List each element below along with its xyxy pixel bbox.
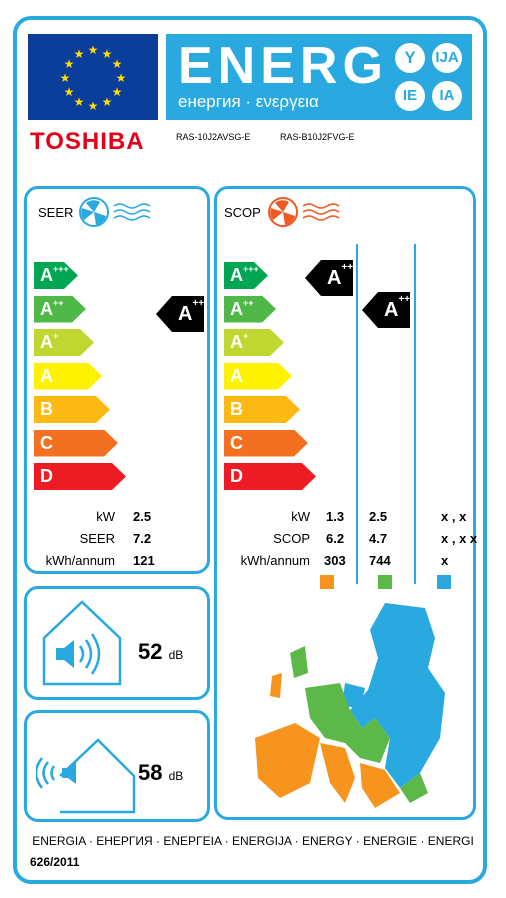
scop-kw-average: 2.5 — [369, 509, 388, 524]
seer-annual-label: kWh/annum — [45, 553, 115, 568]
scop-scop-warm: 6.2 — [326, 531, 345, 546]
svg-text:★: ★ — [64, 57, 75, 71]
scop-scop-average: 4.7 — [369, 531, 388, 546]
seer-class-bar: D — [34, 463, 126, 490]
scop-annual-label: kWh/annum — [240, 553, 310, 568]
energy-languages: енергия · ενεργεια — [178, 92, 319, 111]
scop-class-bar: B — [224, 396, 300, 423]
svg-text:★: ★ — [112, 85, 123, 99]
scop-title: SCOP — [224, 205, 261, 220]
zone-warm-square — [320, 575, 334, 589]
svg-text:★: ★ — [64, 85, 75, 99]
scop-kw-cold: x , x — [441, 509, 467, 524]
model-outdoor: RAS-B10J2FVG-E — [280, 132, 355, 142]
svg-text:★: ★ — [74, 47, 85, 61]
label-frame — [13, 16, 487, 884]
scop-class-bar: A — [224, 363, 292, 390]
brand-logo: TOSHIBA — [30, 128, 145, 155]
svg-text:★: ★ — [112, 57, 123, 71]
scop-divider-2 — [414, 244, 416, 584]
svg-text:★: ★ — [60, 71, 71, 85]
regulation-number: 626/2011 — [30, 855, 80, 869]
scop-annual-warm: 303 — [324, 553, 346, 568]
seer-kw-label: kW — [96, 509, 115, 524]
eu-stars-icon: ★ ★★ ★★★ ★★★ ★★★ — [60, 43, 127, 113]
footer-energy-languages: ENERGIA · ЕНЕРГИЯ · ΕΝΕΡΓΕΙΑ · ENERGIJA … — [32, 834, 474, 848]
outdoor-speaker-icon — [36, 738, 136, 814]
scop-annual-cold: x — [441, 553, 449, 568]
seer-title: SEER — [38, 205, 74, 220]
seer-seer-label: SEER — [79, 531, 115, 546]
seer-class-bar: A+ — [34, 329, 94, 356]
svg-text:★: ★ — [88, 99, 99, 113]
seer-class-bar: C — [34, 430, 118, 457]
seer-class-bar: A — [34, 363, 102, 390]
scop-panel — [214, 186, 476, 820]
outdoor-noise-value: 58 dB — [138, 760, 184, 785]
zone-average-square — [378, 575, 392, 589]
eu-flag: ★ ★ ★ ★ ★ ★ ★ ★ ★ ★ ★ ★ — [28, 34, 158, 120]
seer-annual-value: 121 — [133, 553, 155, 568]
europe-climate-map — [255, 603, 445, 808]
suffix-ia: IA — [432, 81, 462, 111]
scop-class-bar: D — [224, 463, 316, 490]
outdoor-noise-panel — [24, 710, 210, 822]
svg-text:★: ★ — [102, 95, 113, 109]
seer-panel — [24, 186, 210, 574]
zone-cold-square — [437, 575, 451, 589]
scop-scop-label: SCOP — [273, 531, 310, 546]
svg-text:★: ★ — [74, 95, 85, 109]
scop-scop-cold: x , x x — [441, 531, 478, 546]
svg-text:★: ★ — [116, 71, 127, 85]
suffix-ie: IE — [395, 81, 425, 111]
seer-class-bar: B — [34, 396, 110, 423]
seer-seer-value: 7.2 — [133, 531, 152, 546]
indoor-noise-panel — [24, 586, 210, 700]
cooling-fan-icon — [79, 197, 151, 227]
indoor-noise-value: 52 dB — [138, 639, 184, 664]
scop-kw-warm: 1.3 — [326, 509, 345, 524]
indoor-speaker-icon — [42, 600, 122, 686]
seer-kw-value: 2.5 — [133, 509, 152, 524]
scop-kw-label: kW — [291, 509, 310, 524]
heating-fan-icon — [268, 197, 340, 227]
scop-divider-1 — [356, 244, 358, 584]
scop-class-bar: C — [224, 430, 308, 457]
suffix-y: Y — [395, 43, 425, 73]
scop-annual-average: 744 — [369, 553, 391, 568]
scop-class-bar: A+ — [224, 329, 284, 356]
svg-text:★: ★ — [102, 47, 113, 61]
model-indoor: RAS-10J2AVSG-E — [176, 132, 251, 142]
svg-text:★: ★ — [88, 43, 99, 57]
suffix-ija: IJA — [432, 43, 462, 73]
energy-title: ENERG — [178, 37, 388, 95]
